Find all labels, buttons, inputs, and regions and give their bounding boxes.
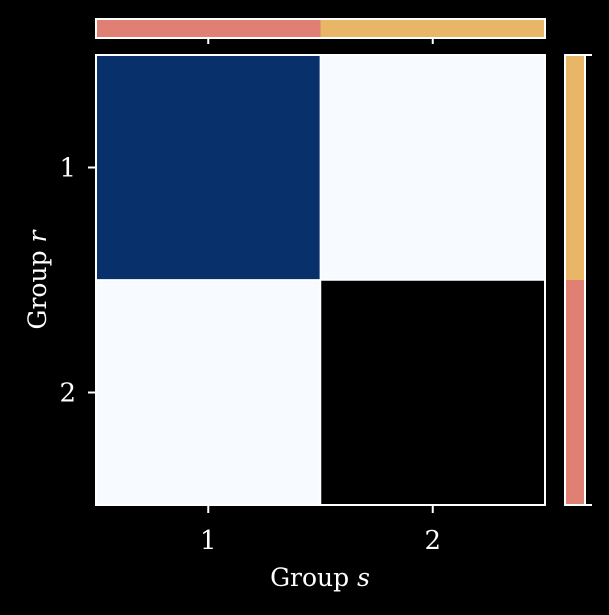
right-group-bar — [564, 54, 592, 506]
x-tick-label-2: 2 — [424, 526, 441, 556]
top-bar-segment-2 — [320, 19, 545, 38]
x-tick-label-1: 1 — [200, 526, 217, 556]
y-axis-label-variable: r — [23, 228, 52, 242]
right-bar-frame — [564, 54, 586, 506]
x-axis-label: Group s — [270, 563, 370, 592]
y-tick-label-2: 2 — [59, 379, 76, 409]
right-bar-segment-1 — [565, 280, 585, 505]
x-axis-label-prefix: Group — [270, 563, 349, 592]
heatmap-cell-r1-s1 — [95, 54, 322, 281]
top-group-bar — [95, 18, 546, 44]
heatmap-cell-r2-s1 — [95, 279, 322, 506]
top-bar-segment-1 — [96, 19, 321, 38]
heatmap-cell-r1-s2 — [319, 54, 546, 281]
y-axis-ticks: 12 — [59, 154, 96, 409]
y-axis-label-prefix: Group — [23, 250, 52, 329]
heatmap-frame — [95, 54, 546, 506]
x-axis-label-variable: s — [357, 563, 370, 592]
top-bar-frame — [95, 18, 546, 39]
heatmap-cells — [95, 54, 546, 506]
y-tick-label-1: 1 — [59, 154, 76, 184]
heatmap-cell-r2-s2 — [319, 279, 546, 506]
right-bar-segment-2 — [565, 55, 585, 280]
y-axis-label: Group r — [23, 228, 52, 329]
